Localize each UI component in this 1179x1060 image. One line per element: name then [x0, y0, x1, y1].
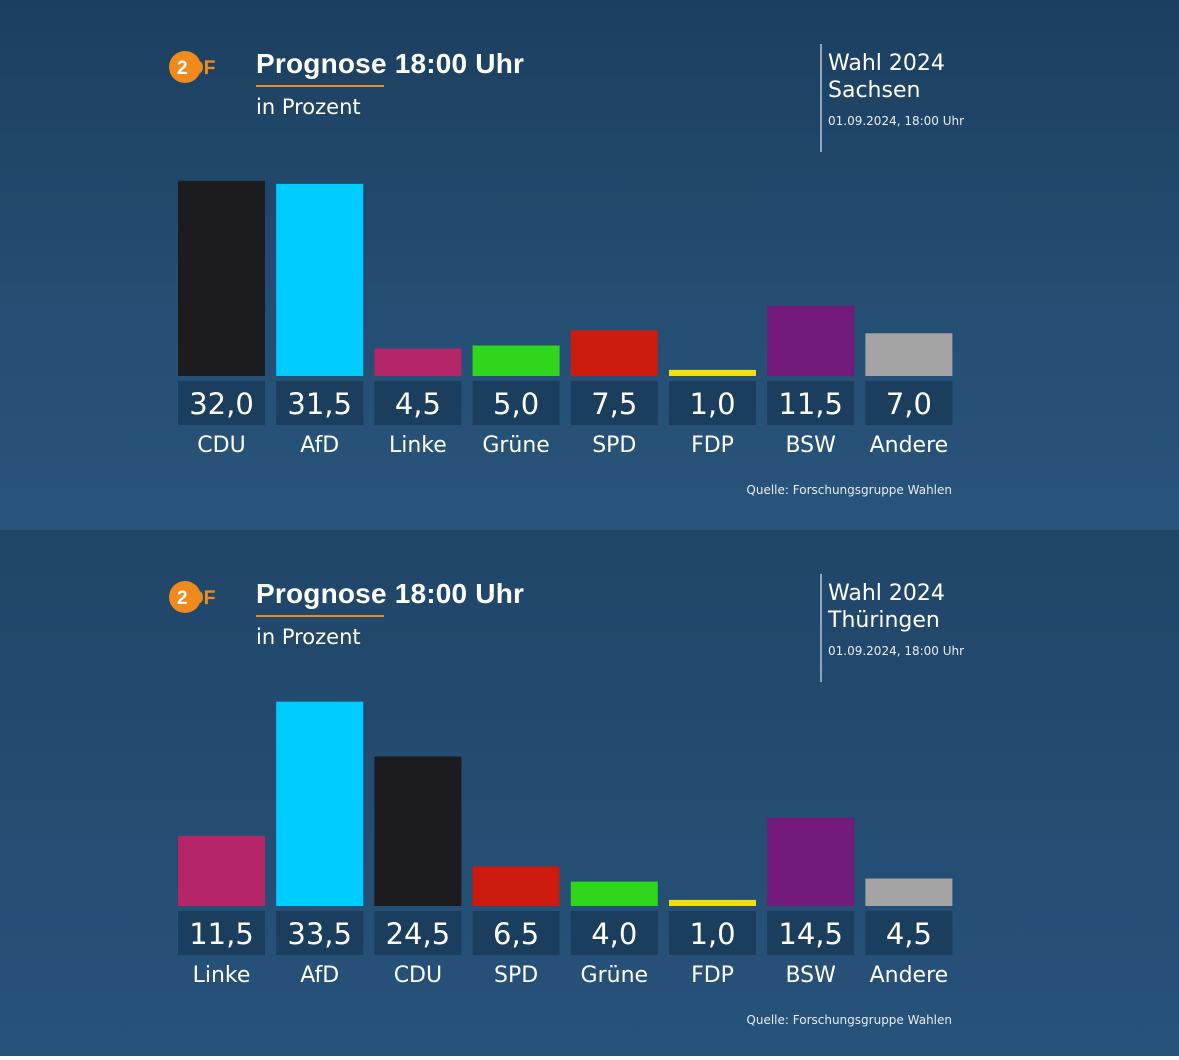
- bar-bsw: [767, 817, 855, 906]
- election-region: Sachsen: [828, 78, 921, 103]
- header-divider: [820, 574, 822, 682]
- category-label: AfD: [300, 433, 339, 458]
- category-label: AfD: [300, 963, 339, 988]
- value-label: 33,5: [287, 917, 352, 951]
- value-box: [472, 911, 560, 955]
- category-label: FDP: [691, 963, 734, 988]
- bar-chart-sachsen: 32,0 CDU 31,5 AfD 4,5 Linke 5,0 Grüne 7,5 SPD 1,0 F…: [178, 180, 953, 458]
- svg-text:2: 2: [177, 58, 188, 79]
- bar-spd: [570, 330, 658, 376]
- value-box: [570, 381, 658, 425]
- chart-subtitle: in Prozent: [256, 95, 361, 119]
- bar-cdu: [178, 180, 265, 376]
- bar-chart-thueringen: 11,5 Linke 33,5 AfD 24,5 CDU 6,5 SPD 4,0 Grüne 1,0…: [178, 701, 953, 988]
- chart-title: Prognose 18:00 Uhr: [256, 578, 525, 609]
- bar-linke: [178, 835, 265, 906]
- category-label: Grüne: [581, 963, 649, 988]
- value-box: [767, 381, 855, 425]
- source-note: Quelle: Forschungsgruppe Wahlen: [746, 1013, 952, 1027]
- value-box: [374, 381, 462, 425]
- value-label: 5,0: [493, 387, 539, 421]
- category-label: SPD: [592, 433, 636, 458]
- election-timestamp: 01.09.2024, 18:00 Uhr: [828, 114, 965, 128]
- value-label: 11,5: [189, 917, 254, 951]
- value-box: [767, 911, 855, 955]
- svg-text:DF: DF: [190, 588, 215, 609]
- category-label: Andere: [870, 433, 949, 458]
- value-box: [669, 911, 756, 955]
- value-label: 1,0: [689, 387, 735, 421]
- election-name: Wahl 2024: [828, 581, 945, 606]
- value-label: 4,5: [886, 917, 932, 951]
- header-divider: [820, 44, 822, 152]
- bar-afd: [276, 183, 364, 376]
- value-label: 4,0: [591, 917, 637, 951]
- zdf-logo-icon: 2 DF: [169, 51, 215, 83]
- value-label: 24,5: [386, 917, 451, 951]
- bar-cdu: [374, 756, 462, 906]
- chart-panel-sachsen: 2 DF Prognose 18:00 Uhr in Prozent Wahl …: [0, 0, 1179, 530]
- bar-spd: [472, 866, 560, 906]
- value-label: 6,5: [493, 917, 539, 951]
- election-timestamp: 01.09.2024, 18:00 Uhr: [828, 644, 965, 658]
- value-box: [472, 381, 560, 425]
- value-box: [178, 911, 265, 955]
- zdf-logo-icon: 2 DF: [169, 581, 215, 613]
- election-info: Wahl 2024 Sachsen: [828, 50, 945, 104]
- title-underline: [256, 615, 384, 617]
- chart-subtitle: in Prozent: [256, 625, 361, 649]
- value-box: [570, 911, 658, 955]
- category-label: CDU: [394, 963, 442, 988]
- value-box: [276, 911, 364, 955]
- svg-text:DF: DF: [190, 58, 215, 79]
- election-region: Thüringen: [828, 608, 940, 633]
- value-label: 32,0: [189, 387, 254, 421]
- category-label: Grüne: [482, 433, 550, 458]
- svg-text:2: 2: [177, 588, 188, 609]
- category-label: SPD: [494, 963, 538, 988]
- title-underline: [256, 85, 384, 87]
- chart-panel-thueringen: 2 DF Prognose 18:00 Uhr in Prozent Wahl …: [0, 530, 1179, 1056]
- category-label: FDP: [691, 433, 734, 458]
- bar-afd: [276, 701, 364, 906]
- bar-fdp: [669, 899, 756, 906]
- value-label: 14,5: [778, 917, 843, 951]
- value-label: 31,5: [287, 387, 352, 421]
- bar-linke: [374, 348, 462, 376]
- bar-fdp: [669, 369, 756, 376]
- bar-bsw: [767, 305, 855, 376]
- bar-andere: [865, 333, 953, 376]
- source-note: Quelle: Forschungsgruppe Wahlen: [746, 483, 952, 497]
- election-info: Wahl 2024 Thüringen: [828, 580, 945, 634]
- value-label: 7,0: [886, 387, 932, 421]
- bar-andere: [865, 878, 953, 906]
- bar-grüne: [472, 345, 560, 376]
- category-label: BSW: [785, 433, 836, 458]
- value-box: [178, 381, 265, 425]
- value-label: 4,5: [395, 387, 441, 421]
- category-label: CDU: [197, 433, 245, 458]
- value-label: 11,5: [778, 387, 843, 421]
- value-box: [865, 911, 953, 955]
- category-label: Linke: [389, 433, 447, 458]
- value-label: 1,0: [689, 917, 735, 951]
- value-box: [374, 911, 462, 955]
- bar-grüne: [570, 881, 658, 906]
- category-label: Linke: [193, 963, 251, 988]
- value-box: [276, 381, 364, 425]
- category-label: BSW: [785, 963, 836, 988]
- value-box: [669, 381, 756, 425]
- value-label: 7,5: [591, 387, 637, 421]
- value-box: [865, 381, 953, 425]
- category-label: Andere: [870, 963, 949, 988]
- election-name: Wahl 2024: [828, 51, 945, 76]
- chart-title: Prognose 18:00 Uhr: [256, 48, 525, 79]
